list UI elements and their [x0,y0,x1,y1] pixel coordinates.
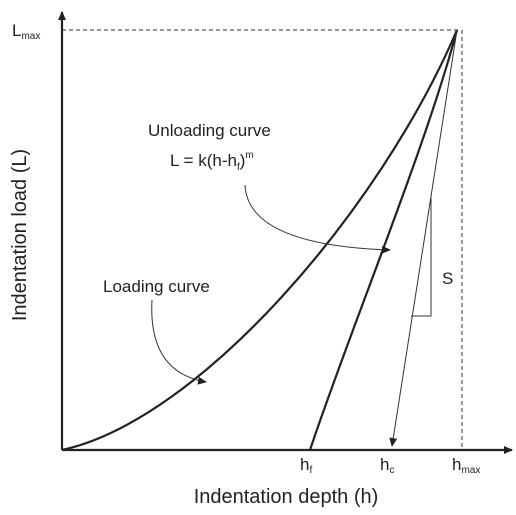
slope-triangle [411,195,432,317]
hmax-base: h [452,455,461,474]
equation: L = k(h-hf)m [170,150,254,173]
loading-label: Loading curve [103,277,210,296]
lmax-sub: max [21,31,40,42]
hf-base: h [300,455,309,474]
hc-label: hc [380,455,394,476]
loading-curve [61,29,459,452]
unloading-label: Unloading curve [148,121,271,140]
hc-base: h [380,455,389,474]
y-axis-label: Indentation load (L) [9,149,31,321]
equation-sup: m [245,150,253,161]
unloading-arrow [244,184,391,254]
stiffness-label: S [442,269,453,288]
loading-arrow [151,299,207,385]
unloading-curve [308,29,459,451]
hmax-sub: max [461,465,480,476]
x-axis-label: Indentation depth (h) [194,486,379,508]
tangent-line [389,29,458,447]
lmax-label: Lmax [12,21,40,42]
lmax-base: L [12,21,21,40]
hf-sub: f [309,465,312,476]
equation-close: ) [240,151,246,170]
hf-label: hf [300,455,312,476]
equation-lhs: L = k(h-h [170,151,237,170]
hc-sub: c [389,465,394,476]
hmax-label: hmax [452,455,480,476]
equation-sub: f [237,162,240,173]
